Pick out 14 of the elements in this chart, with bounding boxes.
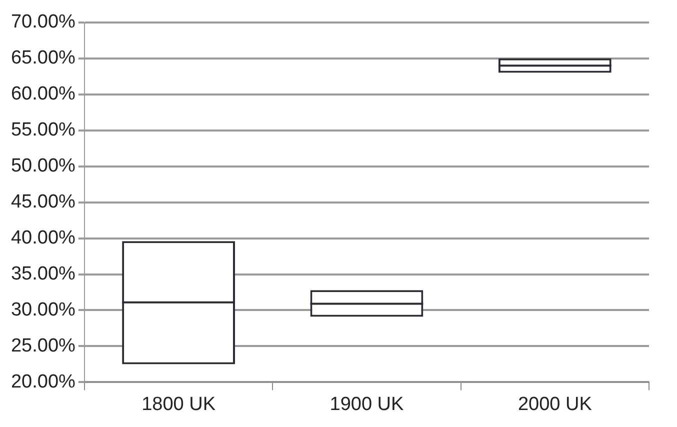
y-tick-label: 35.00%: [10, 263, 76, 284]
x-tick-label: 1900 UK: [330, 394, 404, 415]
y-tick-label: 55.00%: [10, 120, 76, 141]
x-tick-label: 2000 UK: [518, 394, 592, 415]
y-tick-label: 60.00%: [10, 84, 76, 105]
y-tick-label: 70.00%: [10, 12, 76, 33]
y-tick-label: 20.00%: [10, 371, 76, 392]
y-tick-label: 40.00%: [10, 228, 76, 249]
y-tick-label: 65.00%: [10, 48, 76, 69]
y-tick-label: 30.00%: [10, 299, 76, 320]
y-tick-label: 50.00%: [10, 156, 76, 177]
y-tick-label: 45.00%: [10, 192, 76, 213]
x-tick-label: 1800 UK: [142, 394, 216, 415]
y-tick-label: 25.00%: [10, 335, 76, 356]
